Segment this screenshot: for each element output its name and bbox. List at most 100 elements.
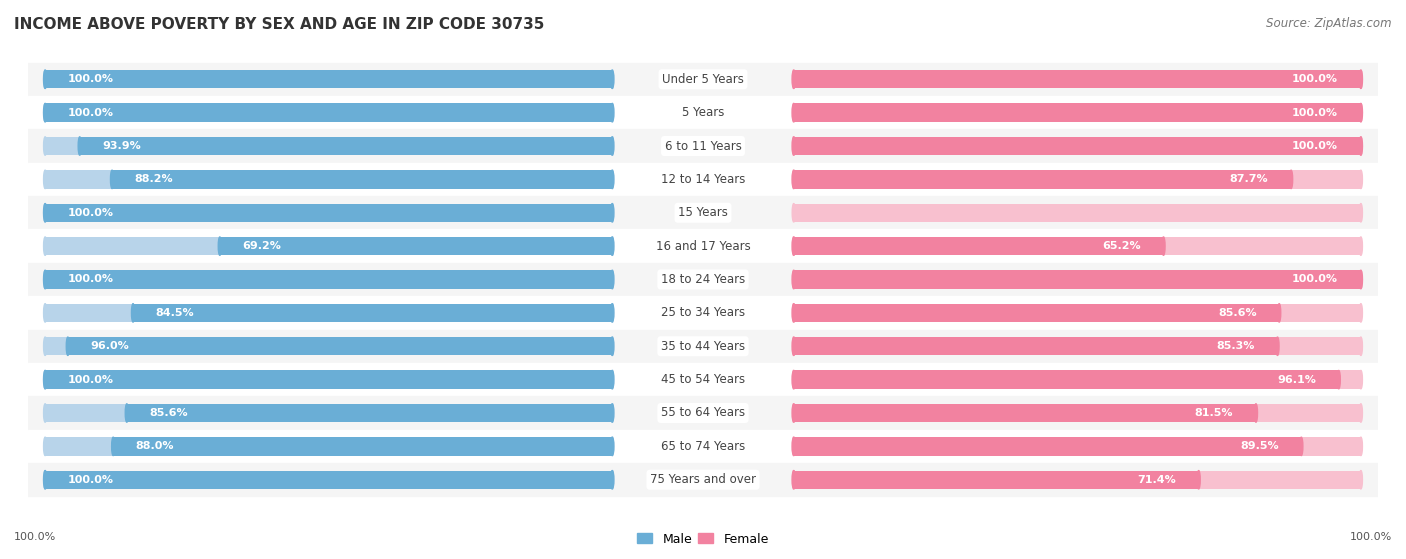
Text: 85.6%: 85.6% [1218,308,1257,318]
Circle shape [792,103,796,122]
Circle shape [610,103,614,122]
Circle shape [792,70,796,88]
Text: 88.2%: 88.2% [135,174,173,184]
Circle shape [610,304,614,322]
Circle shape [44,271,46,288]
Circle shape [610,371,614,389]
Bar [219,237,612,255]
Text: Under 5 Years: Under 5 Years [662,73,744,86]
Bar [794,404,1361,422]
Bar [794,170,1361,188]
Circle shape [44,471,46,489]
Circle shape [610,70,614,88]
Circle shape [610,271,614,288]
Circle shape [1360,137,1362,155]
Bar [794,70,1361,88]
Text: 69.2%: 69.2% [242,241,281,251]
Bar [794,237,1164,255]
Text: 100.0%: 100.0% [1292,74,1339,84]
Bar [45,271,612,288]
Circle shape [44,304,46,322]
Circle shape [1278,304,1281,322]
Bar [67,337,612,356]
Text: 12 to 14 Years: 12 to 14 Years [661,173,745,186]
Circle shape [1275,337,1279,356]
Circle shape [125,404,128,422]
Bar [80,137,612,155]
Circle shape [1360,70,1362,88]
Circle shape [44,437,46,456]
Bar [794,337,1278,356]
Bar [45,103,612,122]
Bar [134,304,612,322]
Text: 100.0%: 100.0% [67,208,114,218]
Bar [28,196,1378,229]
Text: 65.2%: 65.2% [1102,241,1140,251]
Circle shape [792,304,796,322]
Circle shape [792,170,796,188]
Circle shape [1360,337,1362,356]
Circle shape [792,437,796,456]
Text: 81.5%: 81.5% [1195,408,1233,418]
Bar [45,437,612,456]
Bar [794,437,1361,456]
Text: 100.0%: 100.0% [67,375,114,385]
Circle shape [1360,271,1362,288]
Circle shape [1360,304,1362,322]
Circle shape [1299,437,1303,456]
Text: 87.7%: 87.7% [1230,174,1268,184]
Bar [45,103,612,122]
Circle shape [792,137,796,155]
Circle shape [610,170,614,188]
Circle shape [610,237,614,255]
Bar [45,304,612,322]
Bar [28,63,1378,96]
Bar [45,271,612,288]
Text: INCOME ABOVE POVERTY BY SEX AND AGE IN ZIP CODE 30735: INCOME ABOVE POVERTY BY SEX AND AGE IN Z… [14,17,544,32]
Bar [112,170,612,188]
Circle shape [792,137,796,155]
Circle shape [610,437,614,456]
Text: 5 Years: 5 Years [682,106,724,119]
Circle shape [44,137,46,155]
Circle shape [610,203,614,222]
Text: 100.0%: 100.0% [1292,141,1339,151]
Bar [45,471,612,489]
Circle shape [792,471,796,489]
Text: 100.0%: 100.0% [67,74,114,84]
Bar [794,471,1361,489]
Circle shape [792,404,796,422]
Circle shape [610,471,614,489]
Circle shape [44,404,46,422]
Circle shape [1289,170,1292,188]
Circle shape [610,337,614,356]
Text: 45 to 54 Years: 45 to 54 Years [661,373,745,386]
Text: 85.6%: 85.6% [149,408,188,418]
Text: 35 to 44 Years: 35 to 44 Years [661,340,745,353]
Circle shape [610,70,614,88]
Circle shape [610,337,614,356]
Text: 100.0%: 100.0% [1350,532,1392,542]
Circle shape [44,103,46,122]
Circle shape [218,237,221,255]
Circle shape [44,471,46,489]
Bar [28,229,1378,263]
Circle shape [792,337,796,356]
Bar [127,404,612,422]
Circle shape [792,237,796,255]
Bar [45,237,612,255]
Circle shape [44,203,46,222]
Circle shape [610,371,614,389]
Circle shape [792,271,796,288]
Circle shape [610,404,614,422]
Bar [45,203,612,222]
Circle shape [1161,237,1166,255]
Bar [45,337,612,356]
Bar [45,471,612,489]
Bar [28,96,1378,129]
Text: 100.0%: 100.0% [1292,108,1339,117]
Text: 96.1%: 96.1% [1277,375,1316,385]
Bar [794,371,1339,389]
Bar [794,70,1361,88]
Text: 85.3%: 85.3% [1216,341,1254,351]
